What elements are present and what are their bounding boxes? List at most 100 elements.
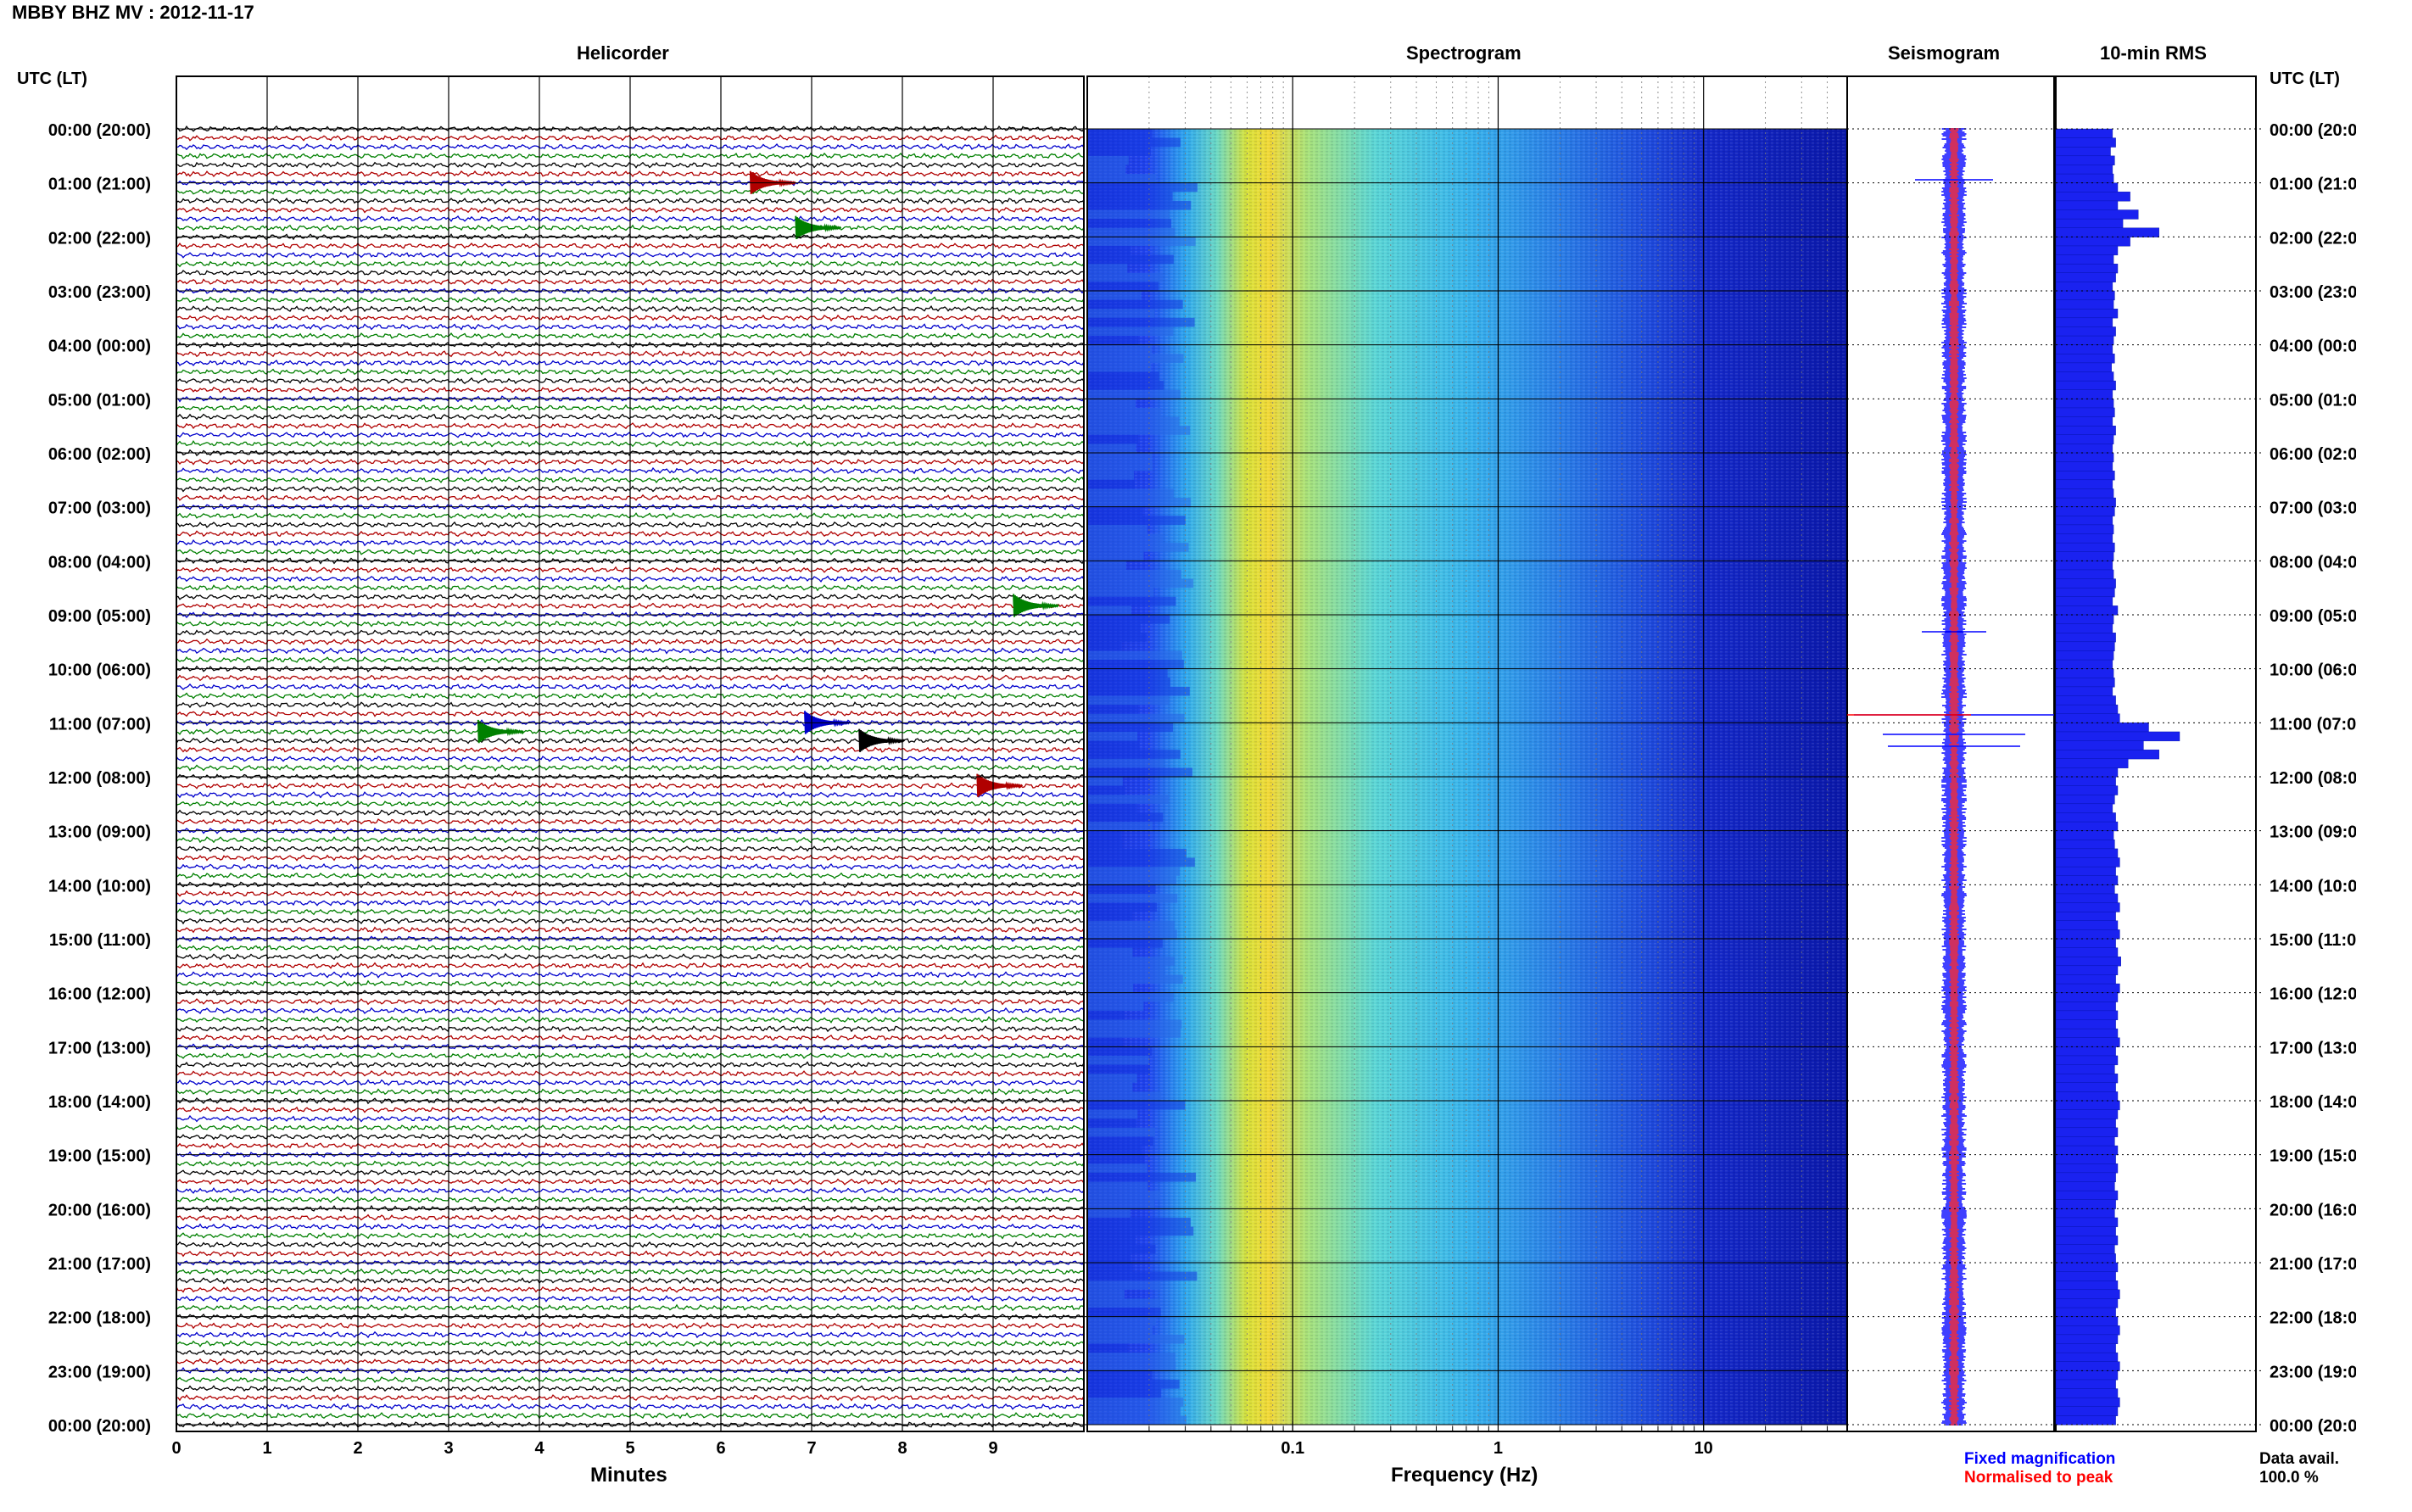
rms-bar [2055, 920, 2119, 930]
time-label-left: 18:00 (14:00) [48, 1093, 151, 1112]
time-label-left: 16:00 (12:00) [48, 985, 151, 1004]
rms-bar [2055, 254, 2114, 265]
rms-bar [2055, 506, 2115, 516]
spectrogram-band [1087, 200, 1192, 210]
time-label-right: 21:00 (17:00) [2270, 1255, 2372, 1274]
spectrogram-band [1087, 965, 1165, 975]
rms-bar [2055, 623, 2113, 633]
rms-bar [2055, 407, 2115, 418]
time-label-left: 09:00 (05:00) [48, 607, 151, 626]
spectrogram-band [1087, 740, 1140, 750]
minute-tick-label: 8 [897, 1439, 907, 1458]
rms-bar [2055, 1055, 2119, 1066]
rms-bar [2055, 911, 2116, 922]
time-label-right: 16:00 (12:00) [2270, 985, 2372, 1004]
rms-bar [2055, 1073, 2119, 1084]
rms-bar [2055, 776, 2116, 787]
time-label-right: 04:00 (00:00) [2270, 338, 2372, 356]
spectrogram-band [1087, 1101, 1186, 1110]
rms-bar [2055, 488, 2114, 499]
spectrogram-band [1087, 1146, 1142, 1155]
rms-bar [2055, 848, 2119, 859]
spectrogram-band [1087, 389, 1181, 399]
rms-bar [2055, 524, 2114, 535]
spectrogram-band [1087, 750, 1181, 759]
spectrogram-band [1087, 1010, 1125, 1020]
rms-bar [2055, 866, 2116, 877]
time-label-right: 02:00 (22:00) [2270, 229, 2372, 248]
spectrogram-band [1087, 416, 1180, 427]
rms-bar [2055, 461, 2113, 471]
rms-bar [2055, 686, 2113, 697]
rms-bar [2055, 596, 2113, 606]
spectrogram-band [1087, 902, 1158, 912]
helicorder-event [795, 215, 842, 240]
rms-bar [2055, 1235, 2119, 1246]
rms-bar [2055, 983, 2120, 994]
rms-bar [2055, 299, 2114, 310]
time-label-right: 19:00 (15:00) [2270, 1147, 2372, 1166]
time-label-left: 11:00 (07:00) [49, 715, 151, 734]
spectrogram-band [1087, 272, 1164, 282]
helicorder-panel [176, 75, 1085, 1432]
time-label-right: 15:00 (11:00) [2270, 931, 2371, 950]
spectrogram-band [1087, 1172, 1197, 1182]
spectrogram-band [1087, 1064, 1150, 1074]
spectrogram-band [1087, 506, 1143, 516]
rms-bar [2055, 633, 2116, 643]
rms-bar [2055, 237, 2130, 247]
spectrogram-band [1087, 237, 1196, 246]
rms-bar [2055, 723, 2149, 733]
rms-bar [2055, 1119, 2116, 1129]
spectrogram-band [1087, 1406, 1181, 1416]
rms-bar [2055, 1109, 2119, 1119]
rms-bar [2055, 659, 2113, 670]
figure-title: MBBY BHZ MV : 2012-11-17 [12, 2, 254, 23]
rms-bar [2055, 317, 2113, 327]
rms-bar [2055, 218, 2124, 229]
rms-bar [2055, 1343, 2116, 1353]
rms-bar [2055, 749, 2159, 760]
spectrogram-band [1087, 488, 1174, 499]
helicorder-frame [176, 75, 1085, 1432]
spectrogram-band [1087, 516, 1186, 525]
time-label-right: 20:00 (16:00) [2270, 1201, 2372, 1219]
rms-bar [2055, 434, 2114, 444]
helicorder-event [1013, 594, 1059, 617]
spectrogram-band [1087, 1398, 1184, 1407]
time-label-right: 07:00 (03:00) [2270, 499, 2372, 518]
spectrogram-band [1087, 291, 1142, 300]
time-label-left: 03:00 (23:00) [48, 283, 151, 302]
rms-bar [2055, 1172, 2116, 1183]
rms-bar [2055, 884, 2115, 895]
rms-bar [2055, 1217, 2119, 1228]
spectrogram-band [1087, 309, 1155, 318]
spectrogram-band [1087, 182, 1198, 192]
spectrogram-band [1087, 1280, 1161, 1290]
spectrogram-band [1087, 1353, 1175, 1362]
spectrogram-band [1087, 920, 1175, 930]
rms-bar [2055, 695, 2116, 706]
rms-bar [2055, 929, 2120, 940]
spectrogram-band [1087, 1298, 1160, 1308]
time-label-left: 00:00 (20:00) [48, 1417, 151, 1436]
spectrogram-band [1087, 1244, 1156, 1254]
time-label-left: 02:00 (22:00) [48, 229, 151, 248]
spectrogram-band [1087, 326, 1174, 337]
spectrogram-band [1087, 299, 1183, 310]
spectrogram-band [1087, 1334, 1185, 1344]
rms-bar [2055, 471, 2115, 481]
spectrogram-band [1087, 1316, 1157, 1326]
rms-bar [2055, 614, 2114, 625]
spectrogram-band [1087, 569, 1181, 579]
spectrogram-band [1087, 354, 1184, 363]
spectrogram-band [1087, 1082, 1133, 1092]
rms-bar [2055, 1370, 2119, 1381]
spectrogram-band [1087, 767, 1193, 777]
data-avail-label: Data avail. [2259, 1450, 2339, 1468]
helicorder-event [477, 719, 524, 744]
time-label-right: 00:00 (20:00) [2270, 1417, 2372, 1436]
rms-bar [2055, 128, 2113, 139]
spectrogram-band [1087, 1191, 1161, 1200]
